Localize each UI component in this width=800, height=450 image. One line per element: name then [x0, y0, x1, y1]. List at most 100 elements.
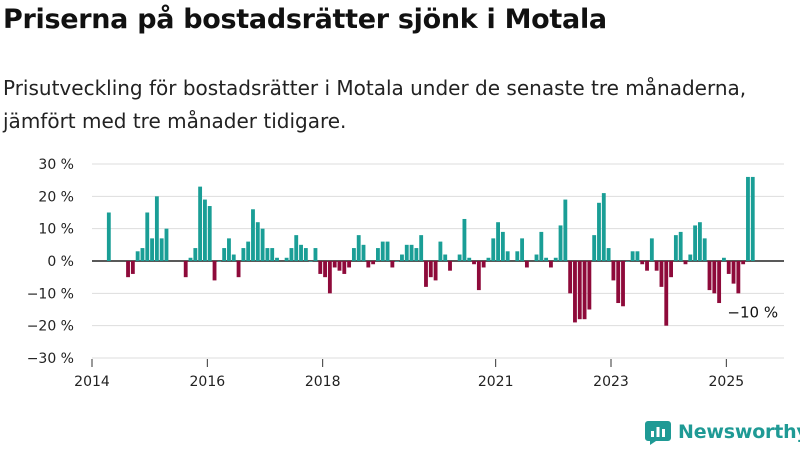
- bar-2023-01: [611, 261, 616, 281]
- bar-2017-07: [294, 235, 299, 261]
- bar-2025-06: [750, 176, 755, 261]
- bar-2023-08: [645, 261, 649, 271]
- bar-2014-08: [126, 261, 130, 278]
- bar-2020-07: [467, 257, 472, 261]
- bar-2023-12: [664, 261, 669, 326]
- bar-2022-04: [568, 261, 573, 294]
- bar-2020-12: [491, 238, 496, 261]
- bar-2017-10: [308, 261, 313, 262]
- bar-2022-08: [587, 261, 592, 310]
- bar-2014-04: [106, 212, 111, 261]
- bar-2021-06: [520, 238, 525, 261]
- x-tick-label: 2023: [593, 374, 629, 390]
- bar-2022-12: [606, 248, 611, 261]
- bar-2024-03: [678, 231, 683, 261]
- bar-2025-04: [741, 261, 746, 265]
- bar-2020-10: [481, 261, 486, 268]
- x-tick-label: 2018: [305, 374, 341, 390]
- bar-2021-01: [496, 222, 500, 261]
- bar-2020-05: [457, 254, 462, 261]
- y-tick-label: −10 %: [27, 286, 74, 302]
- bar-2017-12: [318, 261, 323, 274]
- bar-2023-07: [640, 261, 645, 265]
- y-tick-label: 30 %: [38, 157, 74, 173]
- bar-2025-03: [736, 261, 741, 294]
- bar-2019-08: [414, 248, 419, 261]
- bar-2018-06: [347, 261, 352, 268]
- bar-2016-08: [241, 248, 246, 261]
- bar-2021-11: [544, 257, 549, 261]
- bar-2024-07: [697, 222, 702, 261]
- bar-2023-02: [616, 261, 621, 304]
- bar-2015-04: [164, 228, 169, 261]
- bar-2018-10: [366, 261, 371, 268]
- y-tick-label: 20 %: [38, 189, 74, 205]
- bar-2015-01: [150, 238, 154, 261]
- brand-name: Newsworthy: [678, 421, 800, 443]
- bar-2022-03: [563, 199, 568, 261]
- bar-2022-05: [573, 261, 577, 323]
- bar-2022-09: [592, 235, 597, 261]
- bar-2020-08: [472, 261, 476, 265]
- bar-2025-01: [726, 261, 731, 274]
- x-tick-label: 2014: [74, 374, 110, 390]
- bar-2024-12: [722, 257, 726, 261]
- bar-2021-03: [505, 251, 510, 261]
- bar-2019-10: [424, 261, 428, 287]
- bar-2019-06: [404, 244, 409, 261]
- y-axis-ticks: 30 % 20 % 10 % 0 % −10 % −20 % −30 %: [27, 157, 74, 367]
- bar-2024-08: [702, 238, 707, 261]
- bar-2021-12: [549, 261, 553, 268]
- bar-2021-09: [534, 254, 539, 261]
- bar-2019-12: [433, 261, 438, 281]
- bar-2019-03: [390, 261, 395, 268]
- bar-2019-07: [409, 244, 414, 261]
- bar-2017-02: [270, 248, 275, 261]
- bar-2016-07: [236, 261, 241, 278]
- bar-2024-11: [717, 261, 722, 304]
- bar-2018-05: [342, 261, 347, 274]
- bar-2015-03: [159, 238, 164, 261]
- bar-2017-11: [313, 248, 318, 261]
- bar-2017-06: [289, 248, 294, 261]
- bar-2022-01: [553, 257, 558, 261]
- bar-2016-05: [227, 238, 231, 261]
- bar-2017-08: [299, 244, 303, 261]
- bar-2018-03: [332, 261, 337, 268]
- x-tick-label: 2016: [190, 374, 226, 390]
- bar-2023-03: [621, 261, 625, 307]
- bar-2020-09: [476, 261, 481, 291]
- bar-2024-04: [683, 261, 688, 265]
- bar-2018-02: [327, 261, 332, 294]
- bar-2016-12: [260, 228, 265, 261]
- bar-2020-02: [443, 254, 448, 261]
- brand-logo[interactable]: Newsworthy: [644, 418, 800, 446]
- bar-2018-11: [371, 261, 376, 265]
- bar-2016-06: [231, 254, 236, 261]
- bar-2019-01: [380, 241, 385, 261]
- bar-2019-05: [400, 254, 404, 261]
- bar-2016-04: [222, 248, 227, 261]
- bar-2021-07: [524, 261, 529, 268]
- bar-2015-09: [188, 257, 193, 261]
- bar-2018-12: [376, 248, 380, 261]
- bar-2023-10: [654, 261, 659, 271]
- y-tick-label: −20 %: [27, 319, 74, 335]
- bar-2023-09: [649, 238, 654, 261]
- bar-2018-07: [351, 248, 356, 261]
- bar-2016-09: [246, 241, 251, 261]
- bar-2024-09: [707, 261, 712, 291]
- bar-2018-04: [337, 261, 342, 271]
- bar-2014-11: [140, 248, 145, 261]
- annotations: −10 %: [727, 304, 778, 322]
- bar-2015-11: [198, 186, 203, 261]
- bar-2014-09: [130, 261, 135, 274]
- bar-2021-02: [500, 231, 505, 261]
- y-tick-label: −30 %: [27, 351, 74, 367]
- bar-2025-02: [731, 261, 736, 284]
- chart-subtitle: Prisutveckling för bostadsrätter i Motal…: [3, 76, 747, 133]
- bar-2016-01: [207, 206, 212, 261]
- bar-2022-02: [558, 225, 563, 261]
- bar-2017-01: [265, 248, 270, 261]
